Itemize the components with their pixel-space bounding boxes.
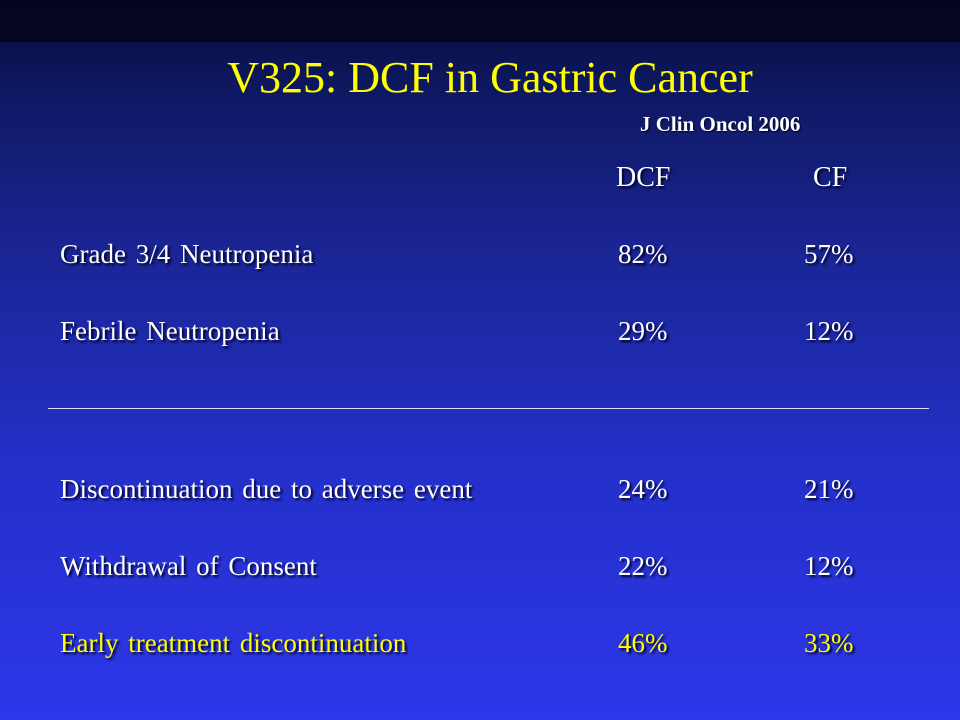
section-divider xyxy=(48,408,929,409)
cf-value: 12% xyxy=(804,316,854,346)
source-citation: J Clin Oncol 2006 xyxy=(640,112,801,136)
cf-value: 57% xyxy=(804,239,854,269)
dcf-value: 46% xyxy=(618,628,668,658)
table-row: Grade 3/4 Neutropenia 82% 57% xyxy=(0,239,960,275)
table-row: Febrile Neutropenia 29% 12% xyxy=(0,316,960,352)
row-label: Grade 3/4 Neutropenia xyxy=(60,239,314,269)
row-label: Withdrawal of Consent xyxy=(60,551,317,581)
top-banner-strip xyxy=(0,0,960,42)
column-header-cf: CF xyxy=(813,162,848,193)
column-header-dcf: DCF xyxy=(616,162,671,193)
dcf-value: 24% xyxy=(618,474,668,504)
cf-value: 21% xyxy=(804,474,854,504)
dcf-value: 29% xyxy=(618,316,668,346)
cf-value: 33% xyxy=(804,628,854,658)
row-label: Discontinuation due to adverse event xyxy=(60,474,473,504)
dcf-value: 82% xyxy=(618,239,668,269)
cf-value: 12% xyxy=(804,551,854,581)
row-label: Early treatment discontinuation xyxy=(60,628,407,658)
row-label: Febrile Neutropenia xyxy=(60,316,280,346)
slide-title: V325: DCF in Gastric Cancer xyxy=(227,53,753,102)
table-row: Discontinuation due to adverse event 24%… xyxy=(0,474,960,510)
table-row: Withdrawal of Consent 22% 12% xyxy=(0,551,960,587)
dcf-value: 22% xyxy=(618,551,668,581)
table-row-highlighted: Early treatment discontinuation 46% 33% xyxy=(0,628,960,664)
